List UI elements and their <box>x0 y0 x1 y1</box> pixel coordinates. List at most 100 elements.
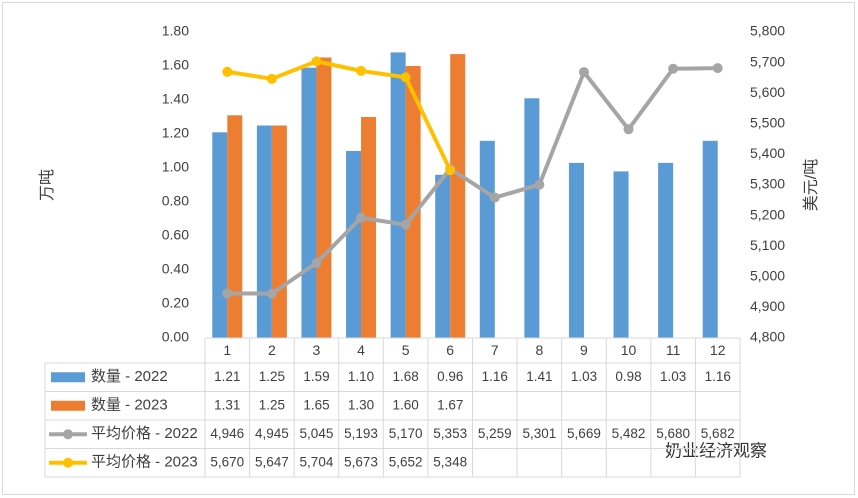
data-label: 1.25 <box>259 369 285 384</box>
bar <box>479 140 495 338</box>
data-label: 1.25 <box>259 397 285 412</box>
bar <box>613 171 629 338</box>
x-tick-label: 10 <box>621 342 637 358</box>
data-label: 1.31 <box>214 397 240 412</box>
line-marker <box>668 63 679 74</box>
legend-label: 数量 - 2023 <box>91 397 168 414</box>
data-label: 0.98 <box>615 369 641 384</box>
line-marker <box>578 67 589 78</box>
y2-tick-label: 5,300 <box>750 176 785 192</box>
y2-tick-label: 5,700 <box>750 53 785 69</box>
y2-tick-label: 4,800 <box>750 329 785 345</box>
y2-tick-label: 5,800 <box>750 23 785 39</box>
data-label: 5,353 <box>433 426 467 441</box>
data-label: 5,704 <box>300 454 334 469</box>
line-marker <box>623 124 634 135</box>
data-label: 5,482 <box>612 426 646 441</box>
bar <box>271 125 287 338</box>
line-marker <box>400 72 411 83</box>
y-tick-label: 1.60 <box>162 57 189 73</box>
y2-tick-label: 4,900 <box>750 298 785 314</box>
data-label: 1.21 <box>214 369 240 384</box>
data-label: 5,170 <box>389 426 423 441</box>
x-tick-label: 11 <box>666 342 681 358</box>
y-tick-label: 0.40 <box>162 261 189 277</box>
y2-axis-title: 美元/吨 <box>802 159 820 211</box>
x-tick-label: 4 <box>357 342 365 358</box>
data-label: 4,945 <box>255 426 289 441</box>
watermark: 奶业经济观察 <box>665 441 767 460</box>
line <box>226 59 453 172</box>
bar <box>361 117 377 338</box>
bar <box>301 67 317 338</box>
data-label: 5,669 <box>567 426 601 441</box>
line-marker <box>311 56 322 67</box>
data-label: 0.96 <box>437 369 463 384</box>
data-label: 5,301 <box>522 426 556 441</box>
y2-tick-label: 5,600 <box>750 84 785 100</box>
y-axis-title: 万吨 <box>38 169 56 201</box>
line-marker <box>712 63 723 74</box>
data-label: 5,652 <box>389 454 423 469</box>
y2-tick-label: 5,000 <box>750 268 785 284</box>
legend-label: 平均价格 - 2023 <box>91 454 198 471</box>
x-tick-label: 2 <box>268 342 276 358</box>
x-tick-label: 3 <box>313 342 321 358</box>
x-tick-label: 6 <box>446 342 454 358</box>
data-label: 1.03 <box>660 369 686 384</box>
bar <box>256 125 272 338</box>
data-label: 1.68 <box>392 369 418 384</box>
legend-swatch <box>51 372 85 383</box>
x-tick-label: 9 <box>580 342 588 358</box>
data-label: 5,259 <box>478 426 512 441</box>
bar <box>524 98 540 338</box>
y-tick-label: 0.00 <box>162 329 189 345</box>
data-label: 1.65 <box>303 397 329 412</box>
data-label: 1.67 <box>437 397 463 412</box>
line-marker <box>266 73 277 84</box>
data-label: 5,348 <box>433 454 467 469</box>
data-label: 5,682 <box>701 426 735 441</box>
y-tick-label: 0.60 <box>162 227 189 243</box>
line-marker <box>222 66 233 77</box>
data-label: 5,045 <box>300 426 334 441</box>
x-tick-label: 7 <box>491 342 499 358</box>
legend-label: 数量 - 2022 <box>91 368 168 385</box>
line-marker <box>311 258 322 269</box>
y2-tick-label: 5,200 <box>750 206 785 222</box>
line-marker <box>489 192 500 203</box>
data-label: 1.30 <box>348 397 374 412</box>
data-label: 1.41 <box>526 369 552 384</box>
bar <box>702 140 718 338</box>
data-label: 1.16 <box>705 369 731 384</box>
line-marker <box>356 212 367 223</box>
bar <box>450 54 466 338</box>
data-label: 4,946 <box>210 426 244 441</box>
data-label: 1.16 <box>482 369 508 384</box>
y-tick-label: 0.80 <box>162 193 189 209</box>
data-label: 5,670 <box>210 454 244 469</box>
bar <box>568 162 584 338</box>
line-marker <box>534 179 545 190</box>
y2-tick-label: 5,400 <box>750 145 785 161</box>
legend-swatch <box>51 400 85 411</box>
line-marker <box>400 219 411 230</box>
bar <box>658 162 674 338</box>
y-tick-label: 0.20 <box>162 295 189 311</box>
line-marker <box>445 165 456 176</box>
data-label: 1.03 <box>571 369 597 384</box>
bar <box>435 174 451 338</box>
bar <box>390 52 406 339</box>
y-tick-label: 1.20 <box>162 125 189 141</box>
bar <box>316 57 332 338</box>
legend-swatch <box>63 457 73 468</box>
y-tick-label: 1.40 <box>162 91 189 107</box>
bar <box>346 151 362 338</box>
data-label: 5,647 <box>255 454 289 469</box>
line <box>227 66 718 296</box>
x-tick-label: 8 <box>535 342 543 358</box>
bar <box>405 66 421 338</box>
bar <box>212 132 228 338</box>
data-label: 1.10 <box>348 369 374 384</box>
